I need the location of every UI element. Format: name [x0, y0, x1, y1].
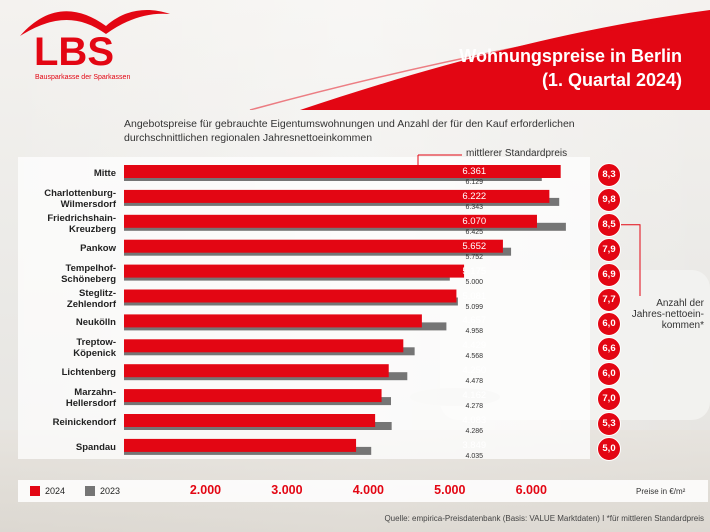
- x-tick-label-0: 2.000: [189, 483, 222, 497]
- x-axis-unit: Preise in €/m²: [636, 487, 686, 496]
- ratio-badge-3: 7,9: [597, 237, 621, 262]
- ratio-badge-2: 8,5: [597, 212, 621, 237]
- header-banner: [249, 10, 710, 110]
- ratio-badge-10: 5,3: [597, 412, 621, 436]
- ratio-badge-8: 6,0: [597, 362, 621, 387]
- ratio-leader-line: [621, 224, 641, 296]
- legend-label-2024: 2024: [45, 486, 66, 496]
- x-tick-label-2: 4.000: [352, 483, 384, 497]
- logo-swoosh-icon: [20, 10, 170, 36]
- value-label-2023-5: 5.099: [465, 303, 484, 311]
- value-label-2024-8: 4.250: [462, 365, 487, 377]
- bar-2024-11: [124, 438, 357, 452]
- ratio-badge-0: 8,3: [597, 163, 621, 187]
- source-note: Quelle: empirica-Preisdatenbank (Basis: …: [384, 514, 704, 523]
- ratio-badge-7: 6,6: [597, 337, 621, 362]
- value-label-2024-2: 6.070: [462, 215, 487, 227]
- bar-2024-8: [124, 364, 389, 378]
- bar-2024-9: [124, 389, 382, 403]
- bar-2024-10: [124, 414, 376, 427]
- value-label-2024-0: 6.361: [462, 166, 487, 177]
- value-label-2023-9: 4.278: [465, 403, 484, 411]
- category-label-1: Charlottenburg- Wilmersdorf: [44, 187, 116, 210]
- value-label-2023-8: 4.478: [465, 378, 484, 386]
- legend-label-2023: 2023: [100, 486, 121, 496]
- value-label-2023-7: 4.568: [465, 353, 484, 361]
- value-label-2024-7: 4.429: [462, 340, 487, 352]
- chart-panel: [18, 157, 590, 459]
- category-label-3: Pankow: [80, 242, 116, 254]
- ratio-badge-5: 7,7: [597, 287, 621, 312]
- ratio-badge-1: 9,8: [597, 187, 621, 212]
- category-label-2: Friedrichshain- Kreuzberg: [47, 212, 116, 235]
- category-label-9: Marzahn- Hellersdorf: [65, 387, 116, 410]
- value-label-2023-4: 5.000: [465, 278, 484, 286]
- ratio-badge-6: 6,0: [597, 312, 621, 337]
- chart-subtitle: Angebotspreise für gebrauchte Eigentumsw…: [124, 118, 575, 144]
- category-label-5: Steglitz- Zehlendorf: [66, 287, 116, 310]
- value-label-2024-11: 3.849: [462, 439, 487, 451]
- page-title: Wohnungspreise in Berlin: [459, 46, 682, 66]
- category-label-7: Treptow- Köpenick: [73, 337, 116, 360]
- value-label-2024-3: 5.652: [462, 240, 487, 252]
- ratio-badge-9: 7,0: [597, 387, 621, 412]
- logo-text: LBS: [34, 30, 114, 74]
- legend-swatch-2024: [30, 486, 40, 496]
- bar-2024-5: [124, 289, 457, 303]
- category-label-6: Neukölln: [75, 317, 116, 329]
- value-label-2023-1: 6.343: [465, 203, 484, 211]
- legend: 2024 2023: [18, 480, 708, 502]
- value-label-2023-2: 6.425: [465, 228, 484, 236]
- value-label-2023-3: 5.752: [465, 253, 484, 261]
- bar-2024-4: [124, 264, 465, 278]
- ratio-annotation: Anzahl der Jahres-nettoein-kommen*: [631, 298, 704, 331]
- bar-2024-0: [124, 165, 561, 178]
- value-label-2023-6: 4.958: [465, 328, 484, 336]
- value-label-2023-10: 4.286: [465, 428, 484, 435]
- legend-swatch-2023: [85, 486, 95, 496]
- page-title-period: (1. Quartal 2024): [541, 70, 682, 90]
- bar-2024-1: [124, 189, 550, 203]
- category-label-11: Spandau: [75, 441, 116, 453]
- x-tick-label-1: 3.000: [271, 483, 303, 497]
- x-tick-label-4: 6.000: [515, 483, 547, 497]
- value-label-2024-1: 6.222: [462, 190, 487, 202]
- bar-2024-6: [124, 314, 422, 328]
- x-tick-label-3: 5.000: [434, 483, 466, 497]
- bar-2024-3: [124, 239, 503, 253]
- category-label-0: Mitte: [93, 168, 116, 179]
- value-label-2024-10: 4.083: [462, 415, 487, 426]
- value-label-2023-11: 4.035: [465, 452, 484, 460]
- category-label-8: Lichtenberg: [61, 367, 116, 379]
- standardprice-annotation: mittlerer Standardpreis: [466, 148, 568, 159]
- ratio-badge-4: 6,9: [597, 262, 621, 287]
- value-label-2024-6: 4.657: [462, 315, 487, 327]
- value-label-2023-0: 6.129: [465, 179, 484, 186]
- category-label-10: Reinickendorf: [52, 417, 116, 428]
- bar-2024-7: [124, 339, 404, 353]
- category-label-4: Tempelhof- Schöneberg: [61, 262, 116, 285]
- ratio-badge-11: 5,0: [597, 436, 621, 461]
- value-label-2024-9: 4.162: [462, 390, 487, 402]
- logo-tagline: Bausparkasse der Sparkassen: [35, 74, 131, 81]
- value-label-2024-5: 5.081: [462, 290, 487, 302]
- bar-2024-2: [124, 214, 537, 228]
- value-label-2024-4: 5.175: [462, 265, 487, 277]
